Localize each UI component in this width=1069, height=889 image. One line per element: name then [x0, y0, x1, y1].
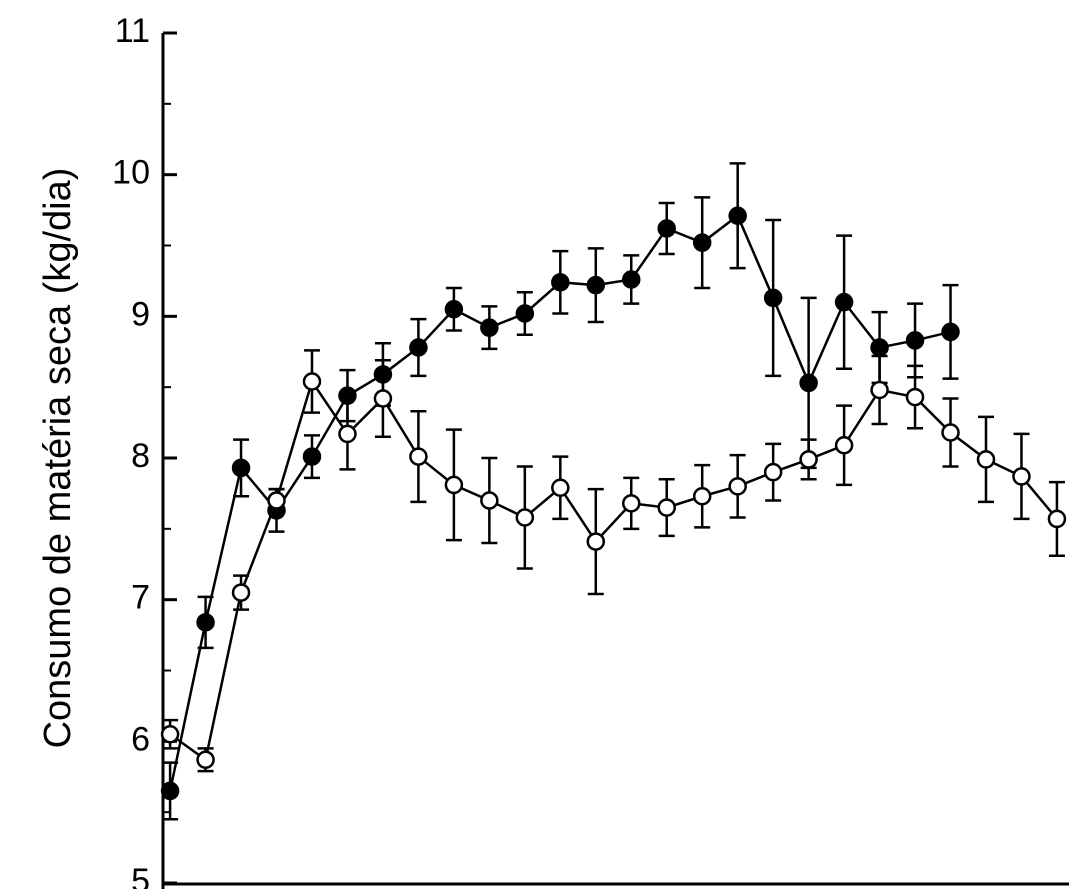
- y-tick-label: 10: [112, 154, 150, 192]
- data-point: [799, 450, 818, 469]
- data-point: [551, 273, 570, 292]
- y-tick-label: 8: [131, 437, 150, 475]
- data-point: [692, 233, 712, 252]
- data-point: [763, 288, 783, 308]
- data-point: [870, 380, 889, 400]
- data-point: [515, 304, 535, 323]
- data-point: [799, 373, 818, 393]
- series-line: [169, 378, 1058, 762]
- data-point: [692, 487, 712, 506]
- y-tick-label: 9: [131, 295, 150, 333]
- data-point: [941, 322, 960, 342]
- data-point: [231, 458, 251, 478]
- data-point: [1047, 509, 1067, 529]
- data-point: [373, 389, 393, 408]
- data-point: [409, 447, 428, 466]
- data-point: [763, 462, 783, 482]
- data-point: [586, 275, 606, 295]
- data-point: [338, 424, 357, 444]
- y-tick-label: 6: [131, 720, 150, 758]
- data-point: [941, 423, 960, 442]
- data-point: [622, 494, 641, 513]
- data-point: [905, 387, 925, 407]
- data-point: [444, 300, 464, 319]
- data-point: [1012, 467, 1031, 486]
- data-point: [302, 372, 322, 391]
- data-point: [444, 475, 464, 495]
- data-point: [976, 450, 996, 469]
- data-point: [196, 750, 215, 769]
- y-tick-label: 11: [115, 12, 150, 50]
- data-point: [657, 498, 676, 517]
- data-point: [480, 491, 499, 510]
- data-point: [480, 318, 499, 337]
- data-point: [905, 331, 925, 350]
- data-point: [267, 491, 286, 510]
- data-point: [728, 206, 747, 225]
- y-tick-label: 5: [131, 862, 150, 889]
- data-point: [870, 338, 889, 357]
- y-tick-label: 7: [131, 579, 150, 617]
- data-point: [586, 532, 606, 551]
- data-point: [834, 292, 854, 312]
- data-point: [160, 781, 180, 801]
- data-point: [622, 270, 641, 289]
- data-point: [551, 478, 570, 497]
- data-point: [231, 583, 251, 602]
- data-point: [409, 338, 428, 357]
- data-point: [728, 477, 747, 496]
- data-point: [302, 447, 322, 466]
- data-point: [515, 508, 535, 527]
- data-point: [657, 219, 676, 238]
- data-point: [834, 436, 854, 455]
- y-axis-label: Consumo de matéria seca (kg/dia): [37, 168, 79, 749]
- data-point: [160, 725, 180, 744]
- data-point: [196, 613, 215, 632]
